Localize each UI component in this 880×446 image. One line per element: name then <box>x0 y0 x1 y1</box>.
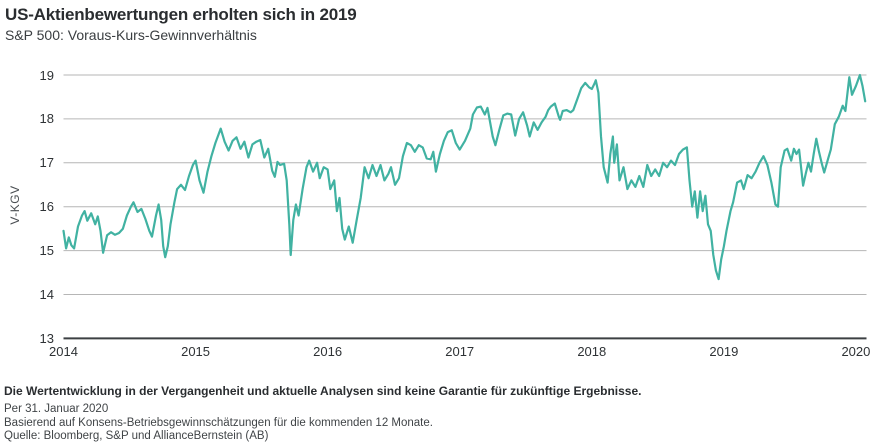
x-tick-label: 2016 <box>313 344 343 359</box>
gridlines <box>63 74 867 340</box>
x-tick-label: 2020 <box>841 344 871 359</box>
footer-source: Quelle: Bloomberg, S&P und AllianceBerns… <box>4 430 269 442</box>
y-tick-label: 17 <box>39 155 54 171</box>
footer-disclaimer: Die Wertentwicklung in der Vergangenheit… <box>4 384 642 398</box>
y-tick-label: 16 <box>39 199 54 215</box>
sp500-forward-pe-line <box>62 73 867 281</box>
x-tick-label: 2017 <box>445 344 475 359</box>
y-tick-label: 14 <box>39 287 54 302</box>
x-tick-label: 2014 <box>49 344 78 359</box>
y-tick-label: 13 <box>39 330 54 346</box>
chart-title: US-Aktienbewertungen erholten sich in 20… <box>5 5 357 24</box>
y-tick-label: 15 <box>39 243 54 259</box>
x-tick-label: 2018 <box>577 344 607 359</box>
footer-methodology: Basierend auf Konsens-Betriebsgewinnschä… <box>4 416 433 429</box>
y-tick-label: 18 <box>39 111 54 127</box>
footer-as-of-date: Per 31. Januar 2020 <box>4 402 109 415</box>
chart-subtitle: S&P 500: Voraus-Kurs-Gewinnverhältnis <box>5 27 257 43</box>
x-tick-label: 2019 <box>709 344 739 359</box>
y-tick-label: 19 <box>39 67 54 83</box>
x-tick-label: 2015 <box>181 344 211 359</box>
